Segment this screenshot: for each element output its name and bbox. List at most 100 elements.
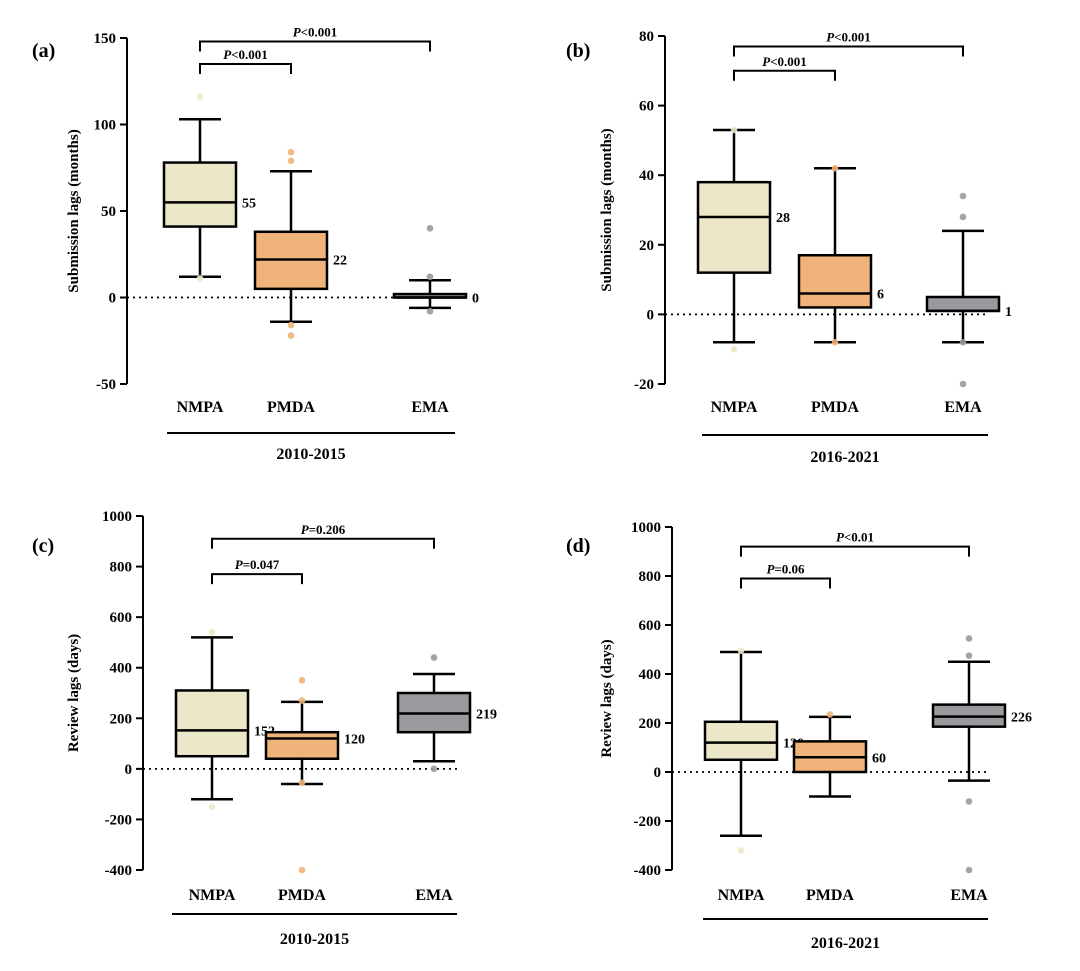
y-tick-label: 0 (647, 307, 655, 323)
y-tick-label: -400 (105, 863, 133, 879)
outlier-point (298, 866, 306, 874)
category-label: EMA (411, 399, 449, 416)
outlier-point (826, 711, 834, 718)
panel-label: (c) (32, 535, 54, 557)
iqr-box (264, 730, 340, 760)
y-tick-label: 800 (110, 560, 133, 576)
significance-bracket: P<0.01 (740, 530, 970, 557)
p-value-label: P=0.047 (235, 557, 280, 572)
p-value-label: P<0.01 (836, 530, 874, 545)
significance-bracket: P<0.001 (199, 24, 431, 52)
y-tick-label: 600 (639, 618, 662, 634)
y-tick-label: 400 (110, 661, 133, 677)
panel-label: (a) (32, 40, 55, 62)
outlier-point (208, 629, 216, 636)
y-tick-label: -200 (634, 814, 662, 830)
period-label: 2010-2015 (276, 446, 345, 463)
category-label: EMA (415, 887, 453, 904)
outlier-point (965, 635, 973, 642)
significance-bracket: P<0.001 (733, 54, 836, 81)
y-tick-label: -200 (105, 812, 133, 828)
box-ema: 219 EMA (396, 654, 497, 904)
significance-bracket: P=0.06 (740, 561, 831, 589)
category-label: PMDA (811, 399, 859, 416)
iqr-box (696, 180, 772, 274)
p-value-label: P=0.206 (301, 522, 346, 537)
bracket-line (733, 45, 964, 57)
outlier-point (831, 164, 839, 172)
outlier-point (730, 126, 738, 134)
y-tick-label: 400 (639, 667, 662, 683)
outlier-point (287, 157, 295, 165)
category-label: EMA (944, 399, 982, 416)
outlier-point (298, 697, 306, 704)
y-axis-label: Submission lags (months) (66, 129, 82, 292)
significance-bracket: P<0.001 (733, 29, 964, 57)
period-label: 2016-2021 (810, 449, 879, 466)
y-tick-label: 600 (110, 610, 133, 626)
category-label: EMA (950, 887, 988, 904)
y-tick-label: 20 (639, 238, 654, 254)
outlier-point (730, 345, 738, 353)
outlier-point (287, 321, 295, 329)
outlier-point (426, 273, 434, 281)
outlier-point (959, 213, 967, 221)
bracket-line (199, 40, 431, 52)
category-label: NMPA (189, 887, 236, 904)
outlier-point (737, 647, 745, 655)
y-tick-label: -20 (634, 377, 654, 393)
y-axis-label: Submission lags (months) (599, 128, 615, 291)
outlier-point (959, 192, 967, 200)
iqr-box (703, 720, 779, 762)
median-label: 219 (476, 707, 497, 722)
median-label: 1 (1005, 305, 1012, 320)
box-pmda: 60 PMDA (792, 711, 886, 904)
median-label: 6 (877, 288, 884, 303)
p-value-label: P<0.001 (223, 47, 268, 62)
outlier-point (196, 275, 204, 282)
median-label: 55 (242, 196, 256, 211)
bracket-line (211, 537, 435, 549)
p-value-label: P<0.001 (293, 24, 338, 39)
median-label: 60 (872, 751, 886, 766)
y-tick-label: 60 (639, 99, 654, 115)
significance-bracket: P<0.001 (199, 47, 292, 74)
chart-panel-d: (d) -400 -200 0 200 400 600 800 1000 Review lags … (566, 520, 1032, 952)
median-label: 120 (344, 733, 365, 748)
category-label: NMPA (718, 887, 765, 904)
chart-panel-c: (c) -400 -200 0 200 400 600 800 1000 Review lags … (32, 509, 497, 948)
outlier-point (737, 847, 745, 854)
category-label: NMPA (177, 399, 224, 416)
outlier-point (287, 148, 295, 156)
outlier-point (287, 332, 295, 339)
outlier-point (430, 765, 438, 773)
p-value-label: P=0.06 (766, 561, 805, 576)
outlier-point (426, 225, 434, 232)
y-tick-label: -400 (634, 863, 662, 879)
y-axis-label: Review lags (days) (66, 634, 82, 752)
iqr-box (797, 253, 873, 309)
bracket-line (211, 573, 303, 585)
bracket-line (740, 545, 970, 557)
y-tick-label: 200 (639, 716, 662, 732)
p-value-label: P<0.001 (762, 54, 807, 69)
p-value-label: P<0.001 (826, 29, 871, 44)
median-label: 28 (776, 211, 790, 226)
box-nmpa: 120NMPA (703, 647, 804, 904)
chart-panel-a: (a) -50 0 50 100 150 Submission lags (months) 5… (32, 24, 479, 463)
outlier-point (831, 338, 839, 346)
outlier-point (430, 654, 438, 661)
panel-label: (b) (566, 40, 590, 62)
category-label: NMPA (711, 399, 758, 416)
box-ema: 226 EMA (931, 635, 1032, 904)
y-tick-label: 50 (101, 204, 116, 220)
box-ema: 0 EMA (392, 225, 479, 416)
outlier-point (208, 803, 216, 811)
period-label: 2016-2021 (811, 935, 880, 952)
y-axis-label: Review lags (days) (599, 639, 615, 757)
y-tick-label: 100 (94, 118, 117, 134)
y-tick-label: 200 (110, 711, 133, 727)
iqr-box (174, 689, 250, 758)
